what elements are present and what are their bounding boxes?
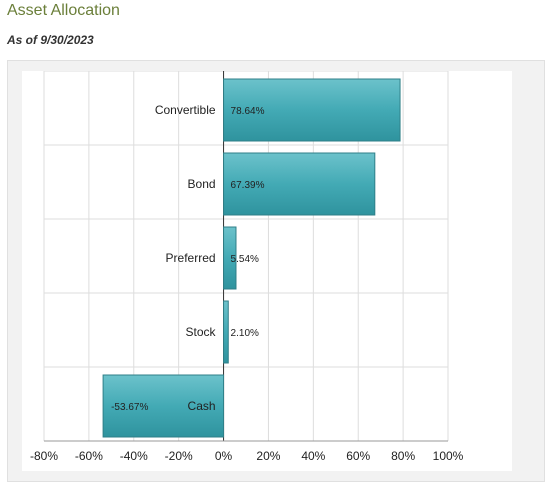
data-label: 67.39% [231, 180, 265, 191]
x-tick-label: 0% [215, 449, 233, 463]
category-label: Cash [188, 399, 216, 413]
x-tick-label: 60% [346, 449, 370, 463]
x-tick-label: 80% [391, 449, 415, 463]
bar-stock [223, 300, 229, 364]
labels: Convertible 78.64% Bond 67.39% Preferred 5.54… [111, 103, 264, 413]
asset-allocation-chart: Convertible 78.64% Bond 67.39% Preferred 5.54… [30, 71, 464, 463]
data-label: 78.64% [231, 106, 265, 117]
x-tick-label: -40% [120, 449, 148, 463]
chart-area: Convertible 78.64% Bond 67.39% Preferred 5.54… [22, 71, 512, 471]
data-label: 2.10% [231, 328, 259, 339]
category-label: Stock [186, 325, 217, 339]
x-tick-label: -20% [165, 449, 193, 463]
x-tick-label: 100% [433, 449, 464, 463]
x-tick-label: -80% [30, 449, 58, 463]
bar-convertible [223, 78, 401, 142]
x-tick-label: -60% [75, 449, 103, 463]
category-label: Preferred [166, 251, 216, 265]
data-label: 5.54% [231, 254, 259, 265]
category-label: Convertible [155, 103, 216, 117]
x-tick-label: 20% [256, 449, 280, 463]
category-label: Bond [188, 177, 216, 191]
chart-title: Asset Allocation [7, 2, 120, 19]
bar-cash [102, 374, 225, 438]
x-tick-label: 40% [301, 449, 325, 463]
bar-bond [223, 152, 376, 216]
bars [102, 78, 401, 438]
chart-panel: Convertible 78.64% Bond 67.39% Preferred 5.54… [7, 60, 545, 482]
x-axis-ticks: -80% -60% -40% -20% 0% 20% 40% 60% 80% 100% [30, 449, 464, 463]
as-of-date: As of 9/30/2023 [7, 33, 94, 47]
data-label: -53.67% [111, 402, 148, 413]
bar-preferred [223, 226, 237, 290]
